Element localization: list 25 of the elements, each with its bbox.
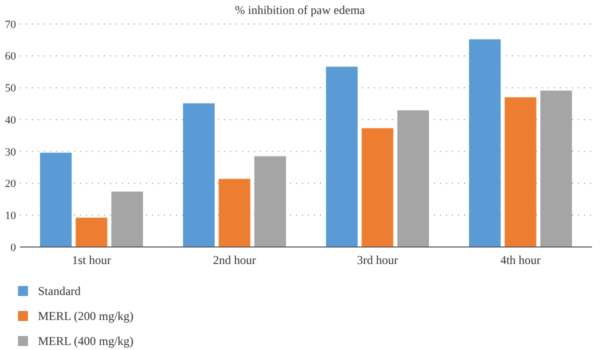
bar <box>326 66 358 247</box>
y-tick-label: 60 <box>5 50 16 63</box>
x-tick-label: 2nd hour <box>213 253 256 267</box>
x-tick-label: 3rd hour <box>357 253 398 267</box>
x-tick-label: 1st hour <box>72 253 112 267</box>
bar <box>76 218 108 247</box>
legend-label: MERL (200 mg/kg) <box>38 309 134 324</box>
y-tick-label: 30 <box>5 146 16 158</box>
y-tick-label: 10 <box>5 210 16 222</box>
y-tick-label: 70 <box>5 18 16 31</box>
chart-title: % inhibition of paw edema <box>235 3 366 17</box>
y-tick-label: 0 <box>10 242 16 254</box>
x-tick-label: 4th hour <box>500 253 541 267</box>
bar <box>504 97 536 247</box>
y-tick-label: 20 <box>5 178 16 190</box>
bar <box>362 128 394 247</box>
bar <box>469 39 501 247</box>
y-tick-label: 50 <box>5 82 16 95</box>
legend-label: MERL (400 mg/kg) <box>38 334 134 348</box>
bar <box>40 152 72 247</box>
bar <box>183 103 215 247</box>
y-tick-label: 40 <box>5 114 16 126</box>
bar <box>397 110 429 247</box>
bar <box>218 178 250 247</box>
legend-label: Standard <box>38 284 81 298</box>
